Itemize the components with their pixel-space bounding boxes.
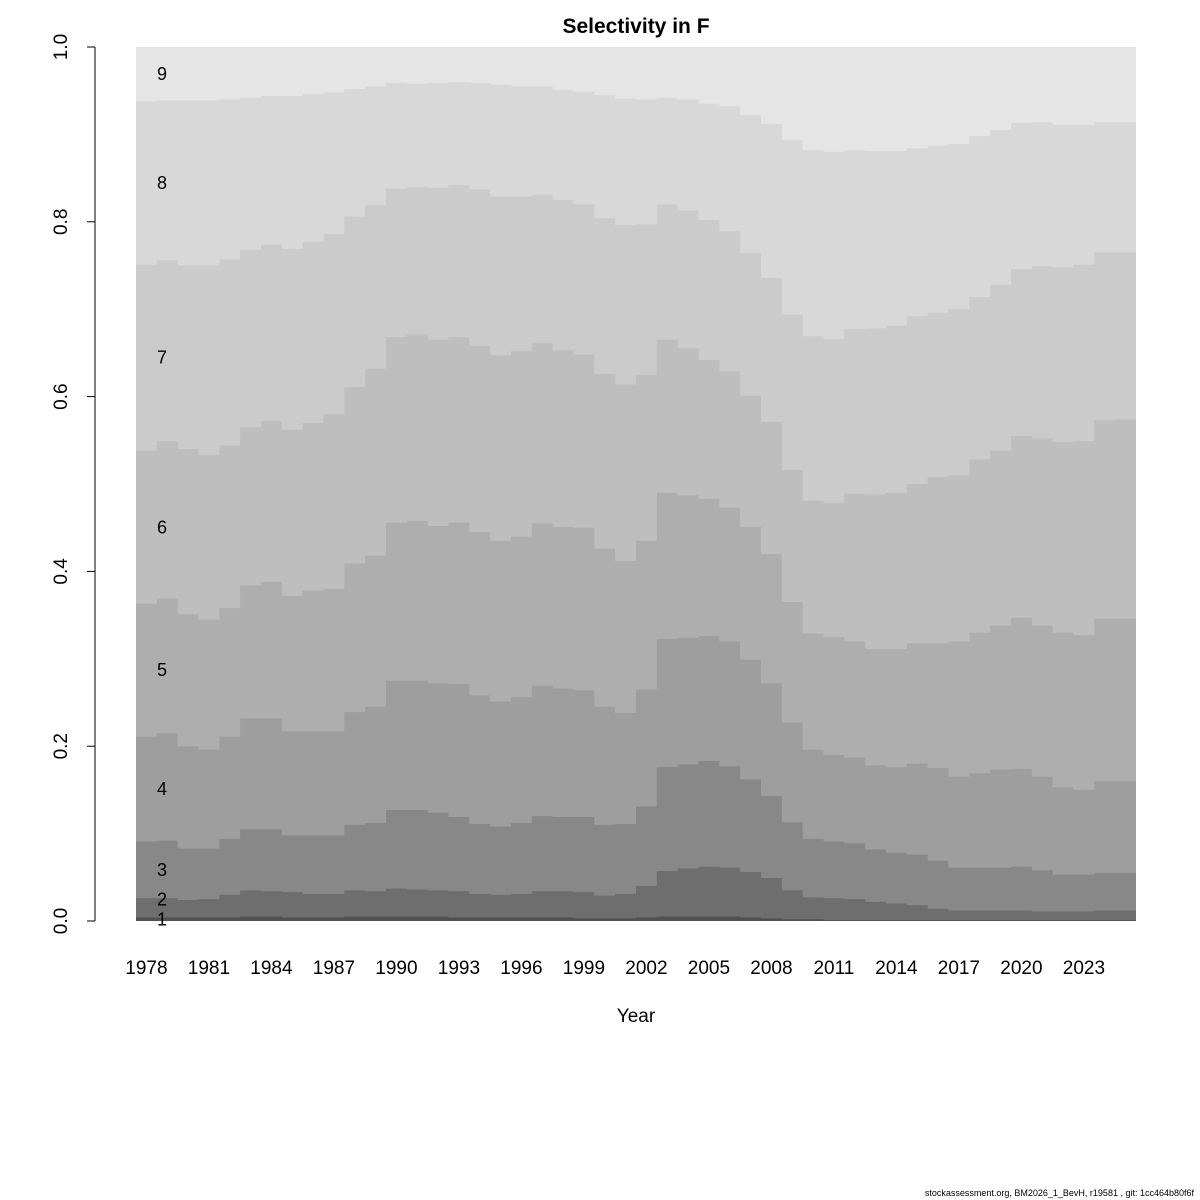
band-age-1: [136, 916, 1136, 921]
x-tick-label: 2023: [1063, 958, 1105, 979]
x-tick-label: 2011: [813, 958, 854, 979]
y-tick-label: 0.2: [51, 733, 72, 759]
x-tick-label: 1984: [250, 958, 293, 979]
x-tick-label: 2008: [750, 958, 792, 979]
x-tick-label: 2014: [875, 958, 918, 979]
age-label-3: 3: [157, 860, 167, 880]
x-tick-label: 1978: [125, 958, 167, 979]
x-tick-label: 1990: [375, 958, 417, 979]
x-tick-label: 1996: [500, 958, 542, 979]
age-label-9: 9: [157, 64, 167, 84]
x-tick-label: 1999: [563, 958, 605, 979]
age-label-4: 4: [157, 779, 167, 799]
y-tick-label: 1.0: [51, 34, 72, 60]
x-tick-label: 2002: [625, 958, 667, 979]
x-axis-label: Year: [617, 1006, 656, 1027]
chart-title: Selectivity in F: [562, 15, 709, 38]
age-label-1: 1: [157, 909, 167, 929]
y-tick-label: 0.4: [51, 558, 72, 585]
band-age-2: [136, 866, 1136, 921]
y-tick-label: 0.8: [51, 209, 72, 235]
stacked-bands: [136, 47, 1136, 922]
age-label-5: 5: [157, 660, 167, 680]
age-label-8: 8: [157, 173, 167, 193]
y-tick-label: 0.0: [51, 908, 72, 934]
x-axis: 1978 1981 1984 1987 1990 1993 1996 1999 2002 2005…: [125, 958, 1105, 979]
age-label-2: 2: [157, 889, 167, 909]
y-tick-label: 0.6: [51, 383, 72, 409]
x-tick-label: 1981: [188, 958, 230, 979]
age-labels: 12 3 4 5 6 7 8 9: [157, 64, 167, 929]
footer-text: stockassessment.org, BM2026_1_BevH, r195…: [925, 1188, 1195, 1198]
x-tick-label: 2020: [1000, 958, 1042, 979]
age-label-6: 6: [157, 517, 167, 537]
x-tick-label: 1987: [313, 958, 355, 979]
x-tick-label: 2005: [688, 958, 730, 979]
band-age-3: [136, 761, 1136, 921]
age-label-7: 7: [157, 348, 167, 368]
x-tick-label: 1993: [438, 958, 480, 979]
x-tick-label: 2017: [938, 958, 980, 979]
y-axis: 0.0 0.2 0.4 0.6 0.8 1.0: [51, 34, 96, 934]
